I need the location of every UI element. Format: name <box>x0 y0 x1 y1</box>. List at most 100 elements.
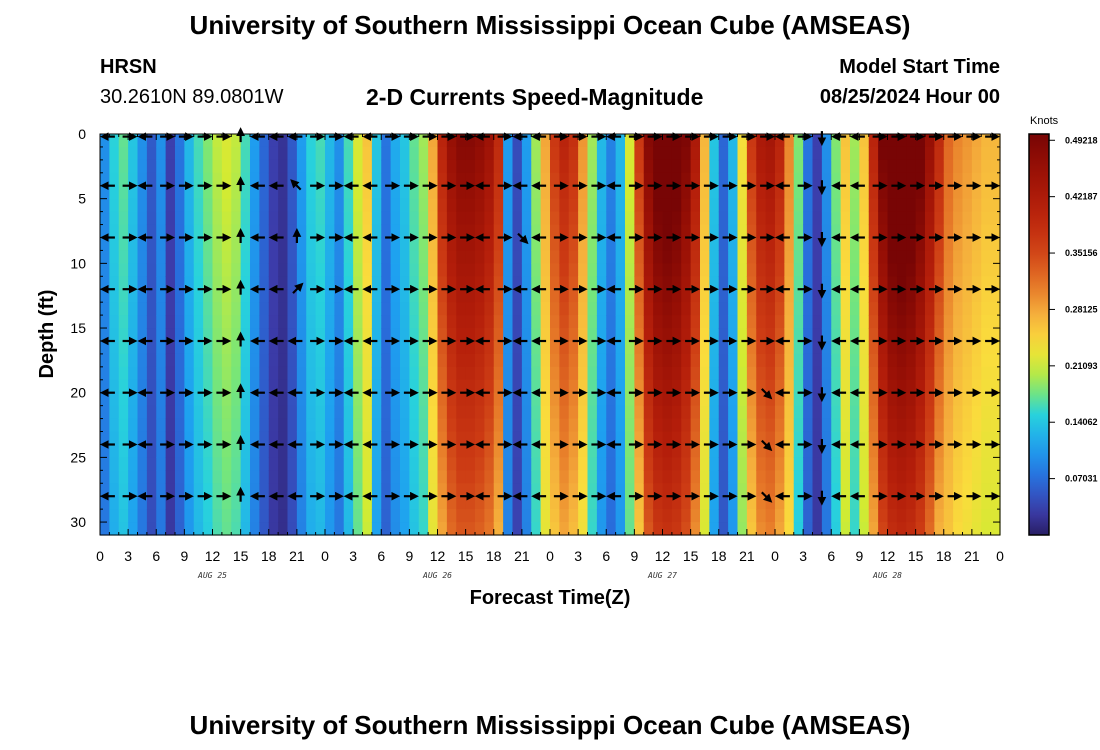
heatmap-cell <box>231 509 242 523</box>
heatmap-cell <box>559 146 570 161</box>
heatmap-cell <box>484 250 495 264</box>
heatmap-cell <box>446 379 457 394</box>
heatmap-cell <box>371 340 382 355</box>
y-tick-label: 10 <box>70 255 86 271</box>
heatmap-cell <box>512 405 523 420</box>
heatmap-cell <box>803 379 814 394</box>
heatmap-cell <box>428 198 439 213</box>
heatmap-cell <box>990 340 1001 355</box>
heatmap-cell <box>700 172 710 187</box>
heatmap-cell <box>146 315 157 329</box>
heatmap-cell <box>212 276 223 290</box>
heatmap-cell <box>962 250 973 264</box>
heatmap-cell <box>259 405 270 420</box>
heatmap-cell <box>812 134 823 148</box>
heatmap-cell <box>240 483 251 497</box>
heatmap-cell <box>371 392 382 407</box>
heatmap-cell <box>550 444 560 458</box>
heatmap-cell <box>559 172 570 187</box>
heatmap-cell <box>821 185 832 200</box>
heatmap-cell <box>418 328 429 342</box>
heatmap-cell <box>568 431 579 446</box>
heatmap-cell <box>315 483 326 497</box>
heatmap-cell <box>915 315 926 329</box>
heatmap-cell <box>578 418 589 433</box>
heatmap-cell <box>728 353 739 368</box>
heatmap-cell <box>887 405 898 420</box>
heatmap-cell <box>109 392 120 407</box>
heatmap-cell <box>381 431 392 446</box>
heatmap-cell <box>615 211 626 226</box>
heatmap-cell <box>362 263 373 277</box>
heatmap-cell <box>821 224 832 239</box>
heatmap-cell <box>250 276 260 290</box>
heatmap-cell <box>634 353 645 368</box>
heatmap-cell <box>868 470 879 484</box>
heatmap-cell <box>831 457 842 471</box>
heatmap-cell <box>484 522 495 536</box>
heatmap-cell <box>540 431 551 446</box>
heatmap-cell <box>240 392 251 407</box>
heatmap-cell <box>353 405 364 420</box>
heatmap-cell <box>428 276 439 290</box>
heatmap-cell <box>146 276 157 290</box>
heatmap-cell <box>756 444 767 458</box>
heatmap-cell <box>268 366 279 381</box>
heatmap-cell <box>278 224 289 239</box>
heatmap-cell <box>540 276 551 290</box>
heatmap-cell <box>418 405 429 420</box>
heatmap-cell <box>596 159 607 174</box>
heatmap-cell <box>353 366 364 381</box>
heatmap-cell <box>550 198 560 213</box>
heatmap-cell <box>250 340 260 355</box>
heatmap-cell <box>503 250 514 264</box>
heatmap-cell <box>550 405 560 420</box>
heatmap-cell <box>362 444 373 458</box>
heatmap-cell <box>268 276 279 290</box>
heatmap-cell <box>700 315 710 329</box>
heatmap-cell <box>371 405 382 420</box>
heatmap-cell <box>156 289 167 303</box>
heatmap-cell <box>915 418 926 433</box>
heatmap-cell <box>193 159 204 174</box>
heatmap-cell <box>278 431 289 446</box>
heatmap-cell <box>325 509 335 523</box>
heatmap-cell <box>643 134 654 148</box>
heatmap-cell <box>221 302 232 316</box>
heatmap-cell <box>615 405 626 420</box>
heatmap-cell <box>596 444 607 458</box>
heatmap-cell <box>803 146 814 161</box>
heatmap-cell <box>615 237 626 252</box>
heatmap-cell <box>953 328 964 342</box>
heatmap-cell <box>737 470 748 484</box>
heatmap-cell <box>596 328 607 342</box>
heatmap-cell <box>184 159 195 174</box>
heatmap-cell <box>906 146 917 161</box>
heatmap-cell <box>137 146 148 161</box>
heatmap-cell <box>475 328 485 342</box>
heatmap-cell <box>118 470 129 484</box>
heatmap-cell <box>840 353 851 368</box>
heatmap-cell <box>212 405 223 420</box>
heatmap-cell <box>128 366 139 381</box>
heatmap-cell <box>550 250 560 264</box>
heatmap-cell <box>315 392 326 407</box>
heatmap-cell <box>559 470 570 484</box>
heatmap-cell <box>203 159 214 174</box>
heatmap-cell <box>465 496 476 510</box>
heatmap-cell <box>428 328 439 342</box>
heatmap-cell <box>934 172 945 187</box>
heatmap-cell <box>428 470 439 484</box>
heatmap-cell <box>362 457 373 471</box>
heatmap-cell <box>231 185 242 200</box>
heatmap-cell <box>475 405 485 420</box>
heatmap-cell <box>118 366 129 381</box>
heatmap-cell <box>175 483 185 497</box>
heatmap-cell <box>878 185 889 200</box>
heatmap-cell <box>325 392 335 407</box>
heatmap-cell <box>596 340 607 355</box>
heatmap-cell <box>287 509 298 523</box>
heatmap-cell <box>765 340 776 355</box>
heatmap-cell <box>287 405 298 420</box>
heatmap-cell <box>746 418 757 433</box>
